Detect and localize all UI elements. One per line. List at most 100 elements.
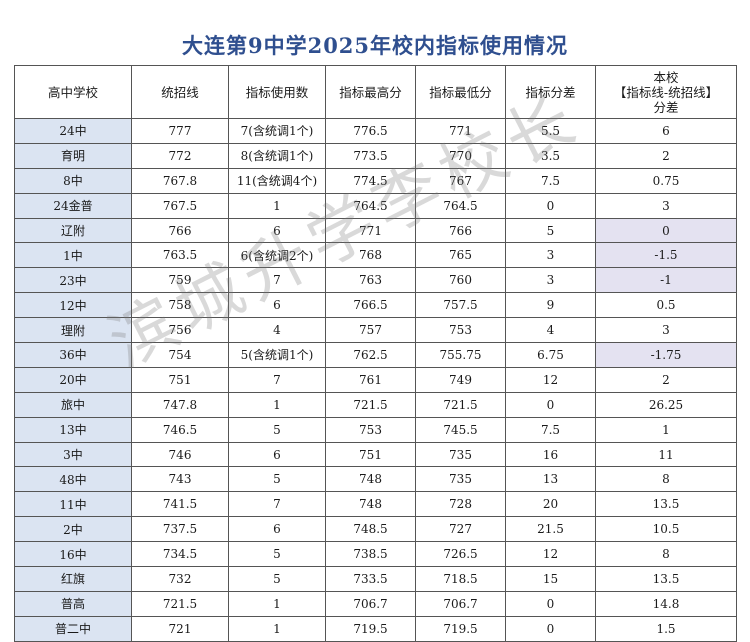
- table-row: 20中 751 7 761 749 12 2: [14, 366, 737, 393]
- cell-line: 734.5: [131, 541, 229, 568]
- header-diff: 本校 【指标线-统招线】 分差: [595, 65, 737, 119]
- table-row: 36中 754 5(含统调1个) 762.5 755.75 6.75 -1.75: [14, 342, 737, 368]
- cell-min: 757.5: [415, 292, 506, 319]
- cell-used: 1: [228, 590, 326, 617]
- cell-max: 764.5: [325, 192, 416, 219]
- cell-school: 红旗: [14, 566, 132, 592]
- cell-min: 745.5: [415, 416, 506, 443]
- cell-line: 746: [131, 441, 229, 468]
- header-quota-min: 指标最低分: [415, 65, 506, 119]
- cell-max: 733.5: [325, 566, 416, 592]
- page-title: 大连第9中学2025年校内指标使用情况: [181, 33, 569, 58]
- cell-max: 763: [325, 267, 416, 294]
- cell-line: 721.5: [131, 590, 229, 617]
- cell-used: 6: [228, 516, 326, 543]
- table-row: 普二中 721 1 719.5 719.5 0 1.5: [14, 615, 737, 642]
- cell-gap: 12: [505, 366, 596, 393]
- table-row: 理附 756 4 757 753 4 3: [14, 317, 737, 344]
- cell-used: 5: [228, 541, 326, 568]
- cell-line: 721: [131, 615, 229, 642]
- cell-line: 758: [131, 292, 229, 319]
- cell-diff: 3: [595, 192, 737, 219]
- table-row: 3中 746 6 751 735 16 11: [14, 441, 737, 468]
- cell-school: 8中: [14, 167, 132, 194]
- cell-line: 743: [131, 466, 229, 493]
- cell-line: 767.8: [131, 167, 229, 194]
- cell-gap: 7.5: [505, 167, 596, 194]
- cell-school: 育明: [14, 142, 132, 169]
- cell-line: 751: [131, 366, 229, 393]
- cell-gap: 21.5: [505, 516, 596, 543]
- cell-diff: -1: [595, 267, 737, 294]
- cell-min: 760: [415, 267, 506, 294]
- cell-min: 735: [415, 441, 506, 468]
- cell-used: 1: [228, 192, 326, 219]
- cell-school: 理附: [14, 317, 132, 344]
- cell-used: 4: [228, 317, 326, 344]
- cell-max: 761: [325, 366, 416, 393]
- cell-diff: 0.5: [595, 292, 737, 319]
- cell-diff: -1.75: [595, 342, 737, 368]
- table-row: 12中 758 6 766.5 757.5 9 0.5: [14, 292, 737, 319]
- cell-gap: 6.75: [505, 342, 596, 368]
- cell-min: 727: [415, 516, 506, 543]
- cell-max: 774.5: [325, 167, 416, 194]
- cell-max: 751: [325, 441, 416, 468]
- cell-max: 773.5: [325, 142, 416, 169]
- cell-school: 普高: [14, 590, 132, 617]
- table-row: 1中 763.5 6(含统调2个) 768 765 3 -1.5: [14, 242, 737, 269]
- header-row: 高中学校 统招线 指标使用数 指标最高分 指标最低分 指标分差 本校 【指标线-统…: [14, 65, 737, 119]
- cell-max: 721.5: [325, 391, 416, 418]
- cell-used: 8(含统调1个): [228, 142, 326, 169]
- table-row: 13中 746.5 5 753 745.5 7.5 1: [14, 416, 737, 443]
- cell-school: 1中: [14, 242, 132, 269]
- cell-diff: 2: [595, 366, 737, 393]
- cell-min: 766: [415, 217, 506, 244]
- cell-gap: 20: [505, 491, 596, 518]
- cell-min: 719.5: [415, 615, 506, 642]
- cell-gap: 3.5: [505, 142, 596, 169]
- cell-max: 753: [325, 416, 416, 443]
- cell-school: 辽附: [14, 217, 132, 244]
- cell-school: 20中: [14, 366, 132, 393]
- cell-school: 24中: [14, 118, 132, 144]
- header-school: 高中学校: [14, 65, 132, 119]
- cell-school: 普二中: [14, 615, 132, 642]
- header-quota-gap: 指标分差: [505, 65, 596, 119]
- cell-used: 5: [228, 416, 326, 443]
- cell-diff: 8: [595, 466, 737, 493]
- cell-line: 766: [131, 217, 229, 244]
- cell-max: 748: [325, 491, 416, 518]
- cell-min: 735: [415, 466, 506, 493]
- cell-gap: 3: [505, 267, 596, 294]
- header-cutoff-line: 统招线: [131, 65, 229, 119]
- cell-diff: 8: [595, 541, 737, 568]
- cell-line: 732: [131, 566, 229, 592]
- table-row: 23中 759 7 763 760 3 -1: [14, 267, 737, 294]
- table-row: 2中 737.5 6 748.5 727 21.5 10.5: [14, 516, 737, 543]
- cell-diff: 6: [595, 118, 737, 144]
- cell-max: 719.5: [325, 615, 416, 642]
- cell-school: 旅中: [14, 391, 132, 418]
- cell-min: 755.75: [415, 342, 506, 368]
- cell-line: 763.5: [131, 242, 229, 269]
- cell-line: 767.5: [131, 192, 229, 219]
- cell-gap: 9: [505, 292, 596, 319]
- cell-min: 770: [415, 142, 506, 169]
- cell-used: 6: [228, 292, 326, 319]
- cell-gap: 7.5: [505, 416, 596, 443]
- cell-used: 5: [228, 566, 326, 592]
- cell-used: 1: [228, 615, 326, 642]
- cell-min: 765: [415, 242, 506, 269]
- cell-diff: 13.5: [595, 566, 737, 592]
- cell-school: 16中: [14, 541, 132, 568]
- cell-used: 7: [228, 267, 326, 294]
- cell-min: 728: [415, 491, 506, 518]
- cell-diff: 2: [595, 142, 737, 169]
- cell-gap: 13: [505, 466, 596, 493]
- cell-gap: 12: [505, 541, 596, 568]
- table-row: 11中 741.5 7 748 728 20 13.5: [14, 491, 737, 518]
- cell-max: 738.5: [325, 541, 416, 568]
- cell-max: 771: [325, 217, 416, 244]
- cell-gap: 3: [505, 242, 596, 269]
